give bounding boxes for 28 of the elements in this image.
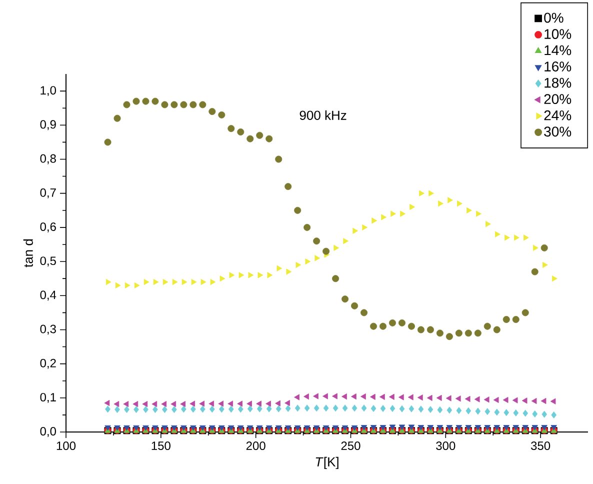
legend-label: 14% [544,45,572,56]
legend-label: 30% [544,126,572,137]
y-tick-label: 0,8 [40,154,56,164]
x-tick-label: 150 [152,442,170,450]
y-tick-label: 0,1 [40,392,56,403]
legend-label: 16% [544,62,572,72]
legend-label: 18% [544,78,572,88]
y-tick-label: 0,6 [40,222,56,232]
x-tick-label: 300 [436,442,456,450]
y-tick-label: 0,4 [40,290,56,301]
y-tick-label: 0,0 [40,427,56,437]
y-tick-label: 0,3 [40,324,56,335]
x-axis-title: T[K] [316,456,338,470]
legend-label: 24% [544,110,572,120]
y-tick-label: 1,0 [40,86,56,96]
legend-label: 10% [544,29,572,39]
y-tick-label: 0,7 [40,188,56,198]
legend-label: 20% [544,94,572,104]
y-tick-label: 0,5 [40,256,56,266]
y-tick-label: 0,9 [40,120,56,130]
x-tick-label: 350 [531,442,550,450]
x-tick-label: 200 [246,442,266,450]
y-tick-label: 0,2 [40,358,56,369]
annotation: 900 kHz [300,110,346,120]
x-tick-label: 100 [56,442,76,450]
x-tick-label: 250 [341,442,360,450]
legend-label: 0% [544,12,564,23]
y-axis-title: tan d [23,239,33,268]
